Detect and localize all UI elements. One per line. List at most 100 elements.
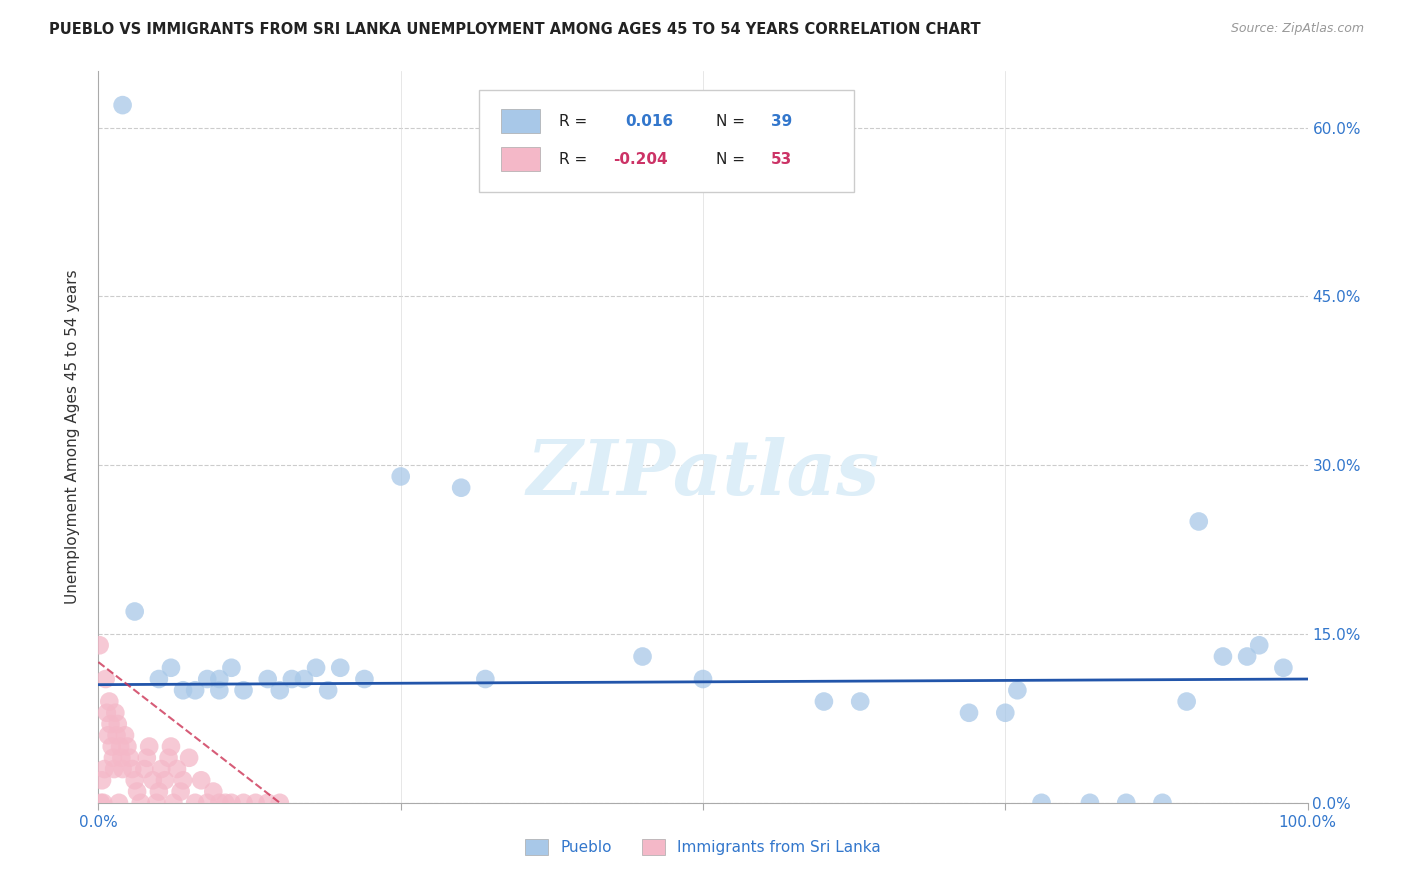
Point (96, 706, 118, 720)
Point (692, 672, 714, 686)
Point (316, 683, 339, 698)
Point (190, 773, 212, 788)
Point (631, 649, 654, 664)
Point (1175, 694, 1198, 708)
Point (103, 762, 125, 776)
Point (256, 796, 278, 810)
Point (221, 661, 243, 675)
Text: R =: R = (560, 113, 588, 128)
Text: 39: 39 (770, 113, 792, 128)
Point (121, 762, 143, 776)
Point (195, 796, 218, 810)
Text: ZIPatlas: ZIPatlas (526, 437, 880, 510)
Y-axis label: Unemployment Among Ages 45 to 54 years: Unemployment Among Ages 45 to 54 years (65, 269, 80, 605)
Point (179, 751, 201, 765)
Point (142, 773, 165, 788)
Point (256, 672, 278, 686)
Point (91, 796, 114, 810)
Point (111, 98, 134, 112)
Point (118, 751, 141, 765)
Point (94, 672, 117, 686)
Text: PUEBLO VS IMMIGRANTS FROM SRI LANKA UNEMPLOYMENT AMONG AGES 45 TO 54 YEARS CORRE: PUEBLO VS IMMIGRANTS FROM SRI LANKA UNEM… (49, 22, 981, 37)
Point (245, 796, 267, 810)
Point (305, 661, 328, 675)
Point (849, 694, 872, 708)
Point (91, 773, 114, 788)
Point (269, 683, 291, 698)
Point (353, 672, 375, 686)
Point (135, 751, 157, 765)
Point (195, 672, 218, 686)
Point (93, 762, 115, 776)
Point (994, 706, 1017, 720)
Point (100, 739, 122, 754)
Point (474, 672, 496, 686)
Point (957, 706, 980, 720)
Point (134, 762, 156, 776)
FancyBboxPatch shape (479, 90, 855, 192)
Text: Source: ZipAtlas.com: Source: ZipAtlas.com (1230, 22, 1364, 36)
Point (450, 481, 472, 495)
Point (184, 683, 207, 698)
Point (1115, 796, 1137, 810)
Point (208, 796, 231, 810)
Point (110, 751, 132, 765)
Point (281, 672, 304, 686)
Point (172, 683, 194, 698)
Point (98, 694, 121, 708)
Point (104, 706, 127, 720)
Point (166, 762, 188, 776)
Point (90, 796, 112, 810)
Point (148, 784, 170, 798)
Text: 0.016: 0.016 (626, 113, 673, 128)
Point (111, 762, 134, 776)
Point (1212, 649, 1234, 664)
Point (117, 739, 139, 754)
Point (813, 694, 835, 708)
Point (97, 728, 120, 742)
Point (89, 638, 111, 652)
Point (202, 784, 225, 798)
Point (107, 717, 129, 731)
Point (108, 796, 131, 810)
Text: -0.204: -0.204 (613, 152, 668, 167)
Point (160, 661, 183, 675)
Point (100, 717, 122, 731)
Point (1031, 796, 1053, 810)
Point (208, 683, 231, 698)
Point (105, 728, 128, 742)
Point (150, 762, 173, 776)
Point (127, 784, 149, 798)
Point (1249, 638, 1271, 652)
Point (172, 773, 194, 788)
Point (1272, 661, 1295, 675)
Point (232, 683, 254, 698)
Text: N =: N = (716, 152, 745, 167)
Point (208, 672, 231, 686)
Point (145, 796, 167, 810)
Point (1236, 649, 1258, 664)
Point (101, 751, 124, 765)
Point (269, 796, 291, 810)
Text: 53: 53 (770, 152, 792, 167)
Point (389, 469, 412, 483)
Point (124, 605, 146, 619)
Point (329, 661, 352, 675)
Point (292, 672, 315, 686)
Point (1007, 683, 1029, 698)
Point (124, 773, 146, 788)
FancyBboxPatch shape (501, 110, 540, 133)
Point (153, 773, 176, 788)
Legend: Pueblo, Immigrants from Sri Lanka: Pueblo, Immigrants from Sri Lanka (519, 833, 887, 861)
Point (1152, 796, 1174, 810)
Point (157, 751, 180, 765)
Point (169, 784, 191, 798)
Point (138, 739, 160, 754)
Point (1188, 515, 1211, 529)
Point (221, 796, 243, 810)
Text: R =: R = (560, 152, 588, 167)
Point (129, 796, 152, 810)
Point (148, 672, 170, 686)
Point (162, 796, 184, 810)
Text: N =: N = (716, 113, 745, 128)
